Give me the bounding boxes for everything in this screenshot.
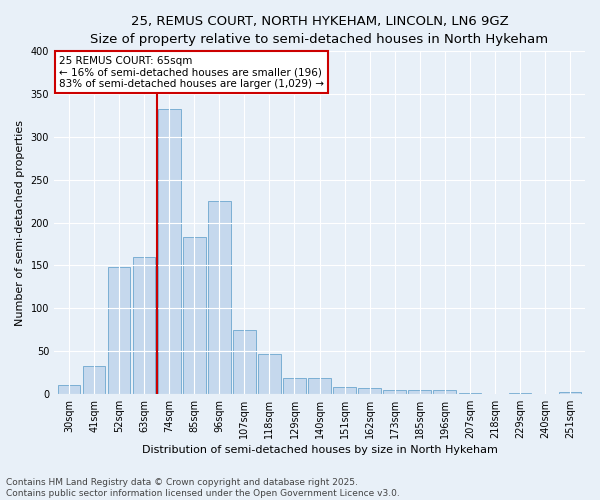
Bar <box>183 237 206 394</box>
Bar <box>409 390 431 394</box>
Bar <box>158 108 181 394</box>
Text: 25 REMUS COURT: 65sqm
← 16% of semi-detached houses are smaller (196)
83% of sem: 25 REMUS COURT: 65sqm ← 16% of semi-deta… <box>59 56 324 89</box>
Bar <box>58 386 80 394</box>
Bar <box>383 390 406 394</box>
Y-axis label: Number of semi-detached properties: Number of semi-detached properties <box>15 120 25 326</box>
Bar <box>358 388 381 394</box>
Title: 25, REMUS COURT, NORTH HYKEHAM, LINCOLN, LN6 9GZ
Size of property relative to se: 25, REMUS COURT, NORTH HYKEHAM, LINCOLN,… <box>91 15 548 46</box>
Bar <box>258 354 281 394</box>
Text: Contains HM Land Registry data © Crown copyright and database right 2025.
Contai: Contains HM Land Registry data © Crown c… <box>6 478 400 498</box>
Bar <box>333 387 356 394</box>
Bar <box>233 330 256 394</box>
Bar <box>458 393 481 394</box>
Bar <box>433 390 456 394</box>
X-axis label: Distribution of semi-detached houses by size in North Hykeham: Distribution of semi-detached houses by … <box>142 445 497 455</box>
Bar <box>509 393 531 394</box>
Bar <box>133 257 155 394</box>
Bar <box>559 392 581 394</box>
Bar <box>83 366 106 394</box>
Bar <box>208 201 230 394</box>
Bar <box>283 378 306 394</box>
Bar <box>108 267 130 394</box>
Bar <box>308 378 331 394</box>
